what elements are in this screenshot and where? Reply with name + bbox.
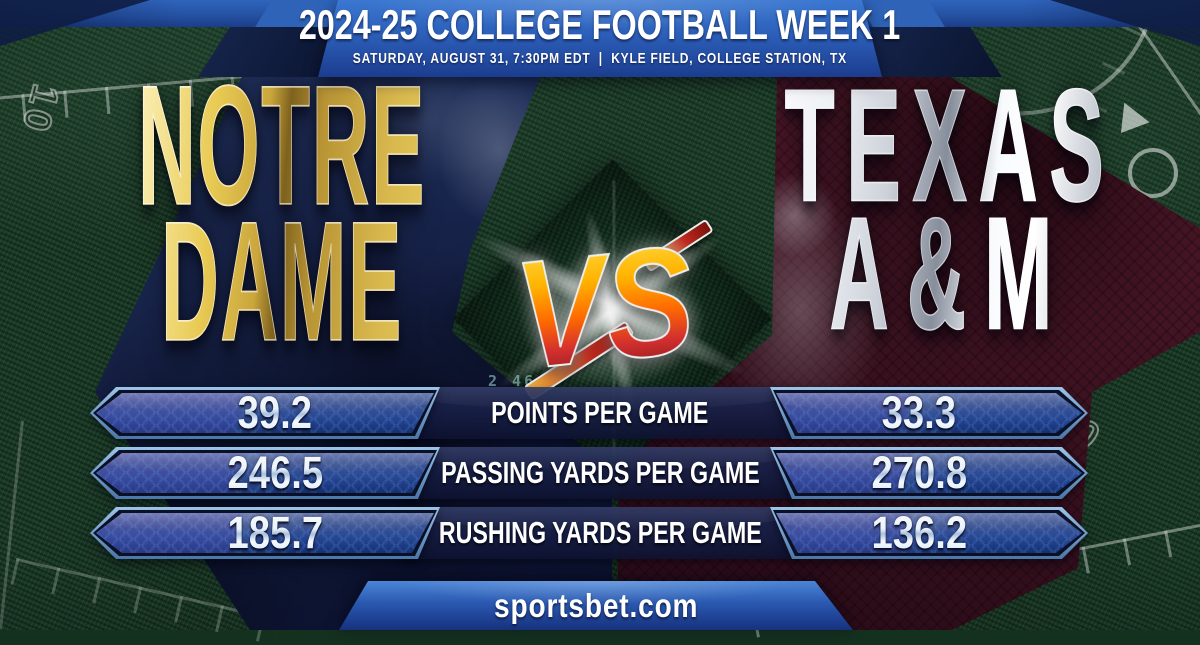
website-bar: sportsbet.com: [339, 581, 853, 630]
pill-fill: 185.7: [96, 513, 434, 553]
stat-label-strip: RUSHING YARDS PER GAME: [402, 507, 798, 559]
pill-fill: 246.5: [96, 453, 434, 493]
stat-value-left: 185.7: [227, 513, 323, 553]
event-details: SATURDAY, AUGUST 31, 7:30PM EDT | KYLE F…: [352, 49, 848, 67]
vs-label: VS: [508, 212, 703, 403]
vs-badge: VS: [455, 212, 755, 403]
team-name-left: NOTRE DAME: [82, 60, 482, 368]
stat-value-pill-right: 270.8: [770, 447, 1088, 499]
stat-label-strip: PASSING YARDS PER GAME: [402, 447, 798, 499]
stat-label: RUSHING YARDS PER GAME: [438, 515, 762, 550]
stat-value-pill-right: 33.3: [770, 387, 1088, 439]
stat-value-pill-right: 136.2: [770, 507, 1088, 559]
pill-fill: 33.3: [776, 393, 1082, 433]
stat-value-pill-left: 39.2: [90, 387, 440, 439]
stat-value-left: 39.2: [238, 393, 312, 433]
pill-fill: 39.2: [96, 393, 434, 433]
stat-label: POINTS PER GAME: [491, 395, 709, 430]
stat-value-right: 270.8: [871, 453, 967, 493]
stat-value-pill-left: 246.5: [90, 447, 440, 499]
stat-value-left: 246.5: [227, 453, 323, 493]
team-name-right: TEXAS A&M: [745, 65, 1155, 355]
pill-fill: 270.8: [776, 453, 1082, 493]
stat-value-right: 33.3: [882, 393, 956, 433]
website-link[interactable]: sportsbet.com: [493, 586, 699, 624]
stat-label-strip: POINTS PER GAME: [402, 387, 798, 439]
banner-title-row: 2024-25 COLLEGE FOOTBALL WEEK 1: [299, 1, 900, 48]
stat-value-pill-left: 185.7: [90, 507, 440, 559]
event-title: 2024-25 COLLEGE FOOTBALL WEEK 1: [299, 1, 901, 48]
banner-subtitle-row: SATURDAY, AUGUST 31, 7:30PM EDT | KYLE F…: [318, 46, 882, 70]
stat-value-right: 136.2: [871, 513, 967, 553]
website-bar-shape: sportsbet.com: [339, 581, 853, 630]
pill-fill: 136.2: [776, 513, 1082, 553]
stat-label: PASSING YARDS PER GAME: [440, 455, 760, 490]
